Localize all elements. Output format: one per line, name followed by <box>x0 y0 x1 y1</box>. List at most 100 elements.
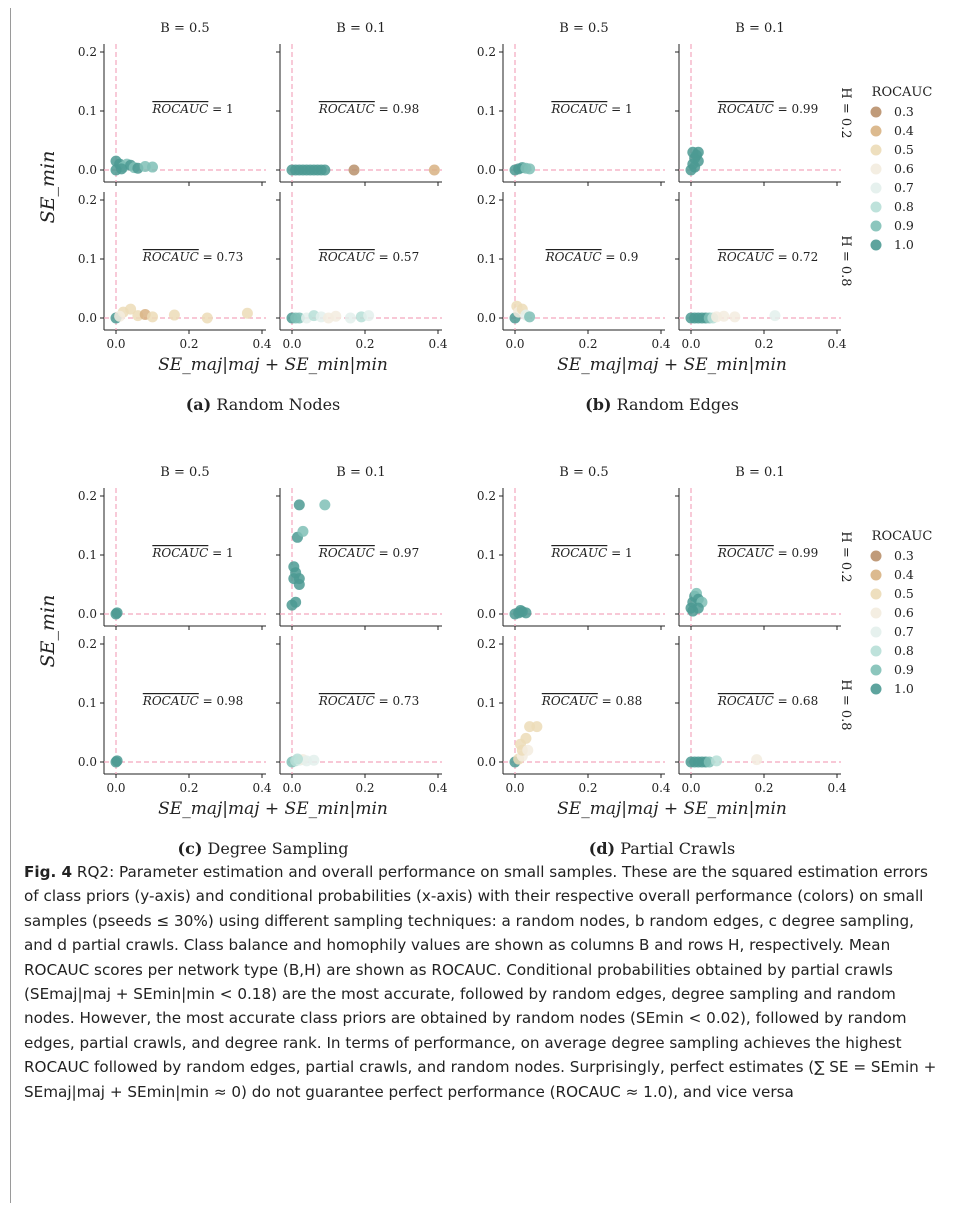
mean-annotation: ROCAUC = 1 <box>550 102 632 116</box>
x-tick-label: 0.0 <box>282 337 301 351</box>
mean-metric-label: ROCAUC <box>142 694 199 708</box>
data-point <box>729 311 741 323</box>
mean-annotation: ROCAUC = 0.73 <box>142 250 243 264</box>
legend-label: 1.0 <box>894 681 914 696</box>
x-axis-label: SE_maj|maj + SE_min|min <box>557 799 787 819</box>
x-tick-label: 0.2 <box>754 337 773 351</box>
subplot-a-r0-c1: ROCAUC = 0.98 B = 0.1 <box>276 21 442 186</box>
x-tick-label: 0.4 <box>827 781 846 795</box>
data-point <box>531 721 543 733</box>
mean-annotation: ROCAUC = 0.57 <box>318 250 419 264</box>
y-tick-label: 0.2 <box>477 45 496 59</box>
legend-swatch <box>870 645 882 657</box>
panel-b: 0.0 0.1 0.2 ROCAUC = 1 B = 0.5 ROCAUC = 0.99 B… <box>477 21 847 414</box>
legend-swatch <box>870 220 882 232</box>
subplot-a-r0-c0: 0.0 0.1 0.2 ROCAUC = 1 B = 0.5 <box>78 21 266 186</box>
x-tick-label: 0.4 <box>252 337 271 351</box>
data-point <box>514 604 526 616</box>
data-point <box>692 155 704 167</box>
mean-metric-label: ROCAUC <box>550 102 607 116</box>
figure-frame-line <box>10 8 11 1203</box>
x-tick-label: 0.0 <box>681 337 700 351</box>
data-point <box>147 161 158 173</box>
data-point <box>308 754 320 766</box>
legend-label: 0.6 <box>894 161 914 176</box>
y-tick-label: 0.1 <box>78 548 97 562</box>
x-tick-label: 0.0 <box>681 781 700 795</box>
legend-swatch <box>870 607 882 619</box>
mean-annotation: ROCAUC = 0.99 <box>717 546 818 560</box>
data-point <box>111 755 123 767</box>
col-label: B = 0.1 <box>336 465 385 480</box>
panel-caption: (d) Partial Crawls <box>589 839 735 858</box>
data-point <box>711 755 723 767</box>
x-tick-label: 0.2 <box>578 781 597 795</box>
panel-letter: (c) <box>178 839 203 858</box>
mean-metric-label: ROCAUC <box>550 546 607 560</box>
legend: ROCAUC 0.3 0.4 0.5 0.6 0.7 0.8 0.9 1.0 <box>870 529 932 696</box>
legend-title: ROCAUC <box>872 85 933 100</box>
panel-caption: (c) Degree Sampling <box>178 839 349 858</box>
data-point <box>319 164 331 176</box>
caption-text: RQ2: Parameter estimation and overall pe… <box>24 863 937 1101</box>
mean-value: = 0.98 <box>199 694 243 708</box>
mean-metric-label: ROCAUC <box>545 250 602 264</box>
mean-value: = 0.99 <box>774 102 818 116</box>
legend: ROCAUC 0.3 0.4 0.5 0.6 0.7 0.8 0.9 1.0 <box>870 85 933 252</box>
subplot-b-r0-c0: 0.0 0.1 0.2 ROCAUC = 1 B = 0.5 <box>477 21 665 186</box>
legend-swatch <box>870 239 882 251</box>
data-point <box>125 303 137 315</box>
data-point <box>288 561 300 573</box>
mean-metric-label: ROCAUC <box>151 102 208 116</box>
subplot-a-r1-c1: 0.0 0.2 0.4 ROCAUC = 0.57 <box>276 192 448 351</box>
legend-label: 0.9 <box>894 662 914 677</box>
mean-annotation: ROCAUC = 0.9 <box>545 250 639 264</box>
mean-value: = 1 <box>607 546 632 560</box>
x-axis-label: SE_maj|maj + SE_min|min <box>158 799 388 819</box>
x-axis-label: SE_maj|maj + SE_min|min <box>557 355 787 375</box>
subplot-c-r0-c1: ROCAUC = 0.97 B = 0.1 <box>276 465 442 630</box>
subplot-c-r1-c1: 0.0 0.2 0.4 ROCAUC = 0.73 <box>276 636 448 795</box>
row-label: H = 0.2 <box>838 87 853 138</box>
legend-swatch <box>870 588 882 600</box>
panel-title: Random Nodes <box>211 395 340 414</box>
data-point <box>348 164 360 176</box>
panel-caption: (a) Random Nodes <box>186 395 341 414</box>
legend-label: 0.5 <box>894 586 914 601</box>
mean-metric-label: ROCAUC <box>717 694 774 708</box>
mean-value: = 0.9 <box>602 250 639 264</box>
y-tick-label: 0.1 <box>78 696 97 710</box>
mean-value: = 0.99 <box>774 546 818 560</box>
legend-label: 0.9 <box>894 218 914 233</box>
panel-d: 0.0 0.1 0.2 ROCAUC = 1 B = 0.5 ROCAUC = 0.99 B… <box>477 465 847 858</box>
y-tick-label: 0.0 <box>477 607 496 621</box>
legend-swatch <box>870 201 882 213</box>
mean-metric-label: ROCAUC <box>318 546 375 560</box>
legend-swatch <box>870 550 882 562</box>
legend-swatch <box>870 163 882 175</box>
subplot-d-r0-c0: 0.0 0.1 0.2 ROCAUC = 1 B = 0.5 <box>477 465 665 630</box>
y-axis-label: SE_min <box>37 595 59 668</box>
x-tick-label: 0.4 <box>827 337 846 351</box>
mean-annotation: ROCAUC = 1 <box>550 546 632 560</box>
subplot-d-r1-c1: 0.0 0.2 0.4 ROCAUC = 0.68 <box>675 636 847 795</box>
mean-value: = 0.73 <box>199 250 243 264</box>
data-point <box>291 753 303 765</box>
subplot-c-r1-c0: 0.0 0.1 0.2 0.0 0.2 0.4 ROCAUC = 0.98 <box>78 636 272 795</box>
legend-swatch <box>870 106 882 118</box>
data-point <box>718 310 730 322</box>
legend-swatch <box>870 626 882 638</box>
legend-swatch <box>870 125 882 137</box>
y-tick-label: 0.2 <box>78 637 97 651</box>
subplot-b-r0-c1: ROCAUC = 0.99 B = 0.1 <box>675 21 841 186</box>
data-point <box>297 525 309 537</box>
mean-annotation: ROCAUC = 0.88 <box>541 694 642 708</box>
panel-title: Partial Crawls <box>615 839 735 858</box>
x-tick-label: 0.0 <box>106 781 125 795</box>
caption-fig-label: Fig. 4 <box>24 863 73 881</box>
subplot-d-r0-c1: ROCAUC = 0.99 B = 0.1 <box>675 465 841 630</box>
data-point <box>319 499 331 511</box>
x-tick-label: 0.2 <box>355 337 374 351</box>
mean-metric-label: ROCAUC <box>318 102 375 116</box>
mean-metric-label: ROCAUC <box>717 546 774 560</box>
